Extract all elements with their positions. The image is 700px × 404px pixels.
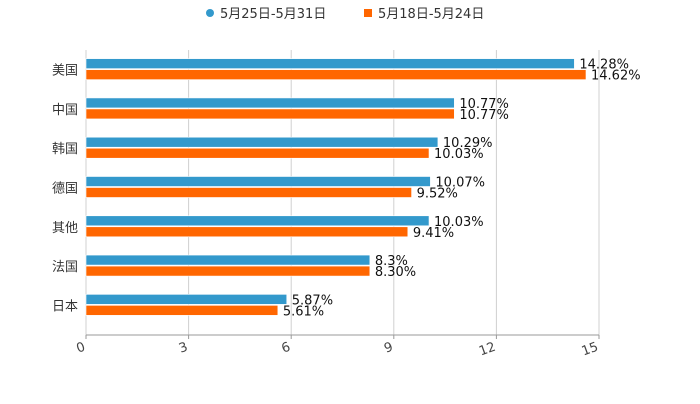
- bar: [85, 176, 431, 187]
- bars: 14.28%14.62%10.77%10.77%10.29%10.03%10.0…: [85, 58, 641, 319]
- category-label: 其他: [52, 221, 78, 236]
- x-tick-label: 6: [280, 340, 293, 357]
- x-tick-label: 15: [580, 340, 601, 360]
- legend: 5月25日-5月31日 5月18日-5月24日: [206, 7, 484, 22]
- category-label: 韩国: [52, 142, 78, 157]
- data-label: 8.30%: [375, 265, 416, 280]
- bar: [85, 254, 371, 266]
- data-label: 10.29%: [443, 136, 493, 151]
- data-label: 10.77%: [459, 97, 509, 112]
- data-label: 5.61%: [283, 304, 324, 319]
- bar: [85, 226, 409, 238]
- bar: [85, 147, 430, 159]
- bar: [85, 215, 430, 227]
- x-axis: 0 3 6 9 12 15: [74, 334, 601, 360]
- data-label: 14.28%: [579, 58, 629, 73]
- bar: [85, 58, 575, 69]
- category-label: 德国: [52, 182, 78, 197]
- category-label: 中国: [52, 103, 78, 118]
- bar: [85, 305, 279, 316]
- data-label: 9.52%: [417, 187, 458, 202]
- data-label: 8.3%: [375, 254, 408, 269]
- legend-marker-square-icon: [364, 9, 372, 17]
- x-tick-label: 12: [477, 340, 498, 360]
- category-label: 日本: [52, 299, 78, 314]
- category-label: 法国: [52, 260, 78, 275]
- bar: [85, 69, 587, 80]
- bar: [85, 294, 288, 305]
- data-label: 10.07%: [435, 176, 485, 191]
- data-label: 10.03%: [434, 147, 484, 162]
- bar: [85, 187, 412, 198]
- bar: [85, 108, 455, 120]
- data-label: 10.77%: [459, 108, 509, 123]
- data-label: 14.62%: [591, 69, 641, 84]
- category-label: 美国: [52, 64, 78, 79]
- bar: [85, 97, 455, 109]
- bar: [85, 136, 439, 148]
- x-tick-label: 0: [74, 340, 87, 357]
- legend-label: 5月25日-5月31日: [220, 7, 326, 22]
- data-label: 5.87%: [292, 293, 333, 308]
- data-label: 9.41%: [413, 226, 454, 241]
- legend-label: 5月18日-5月24日: [378, 7, 484, 22]
- x-tick-label: 3: [177, 340, 190, 357]
- legend-marker-circle-icon: [206, 9, 214, 17]
- data-label: 10.03%: [434, 215, 484, 230]
- x-tick-label: 9: [382, 340, 395, 357]
- bar: [85, 265, 371, 277]
